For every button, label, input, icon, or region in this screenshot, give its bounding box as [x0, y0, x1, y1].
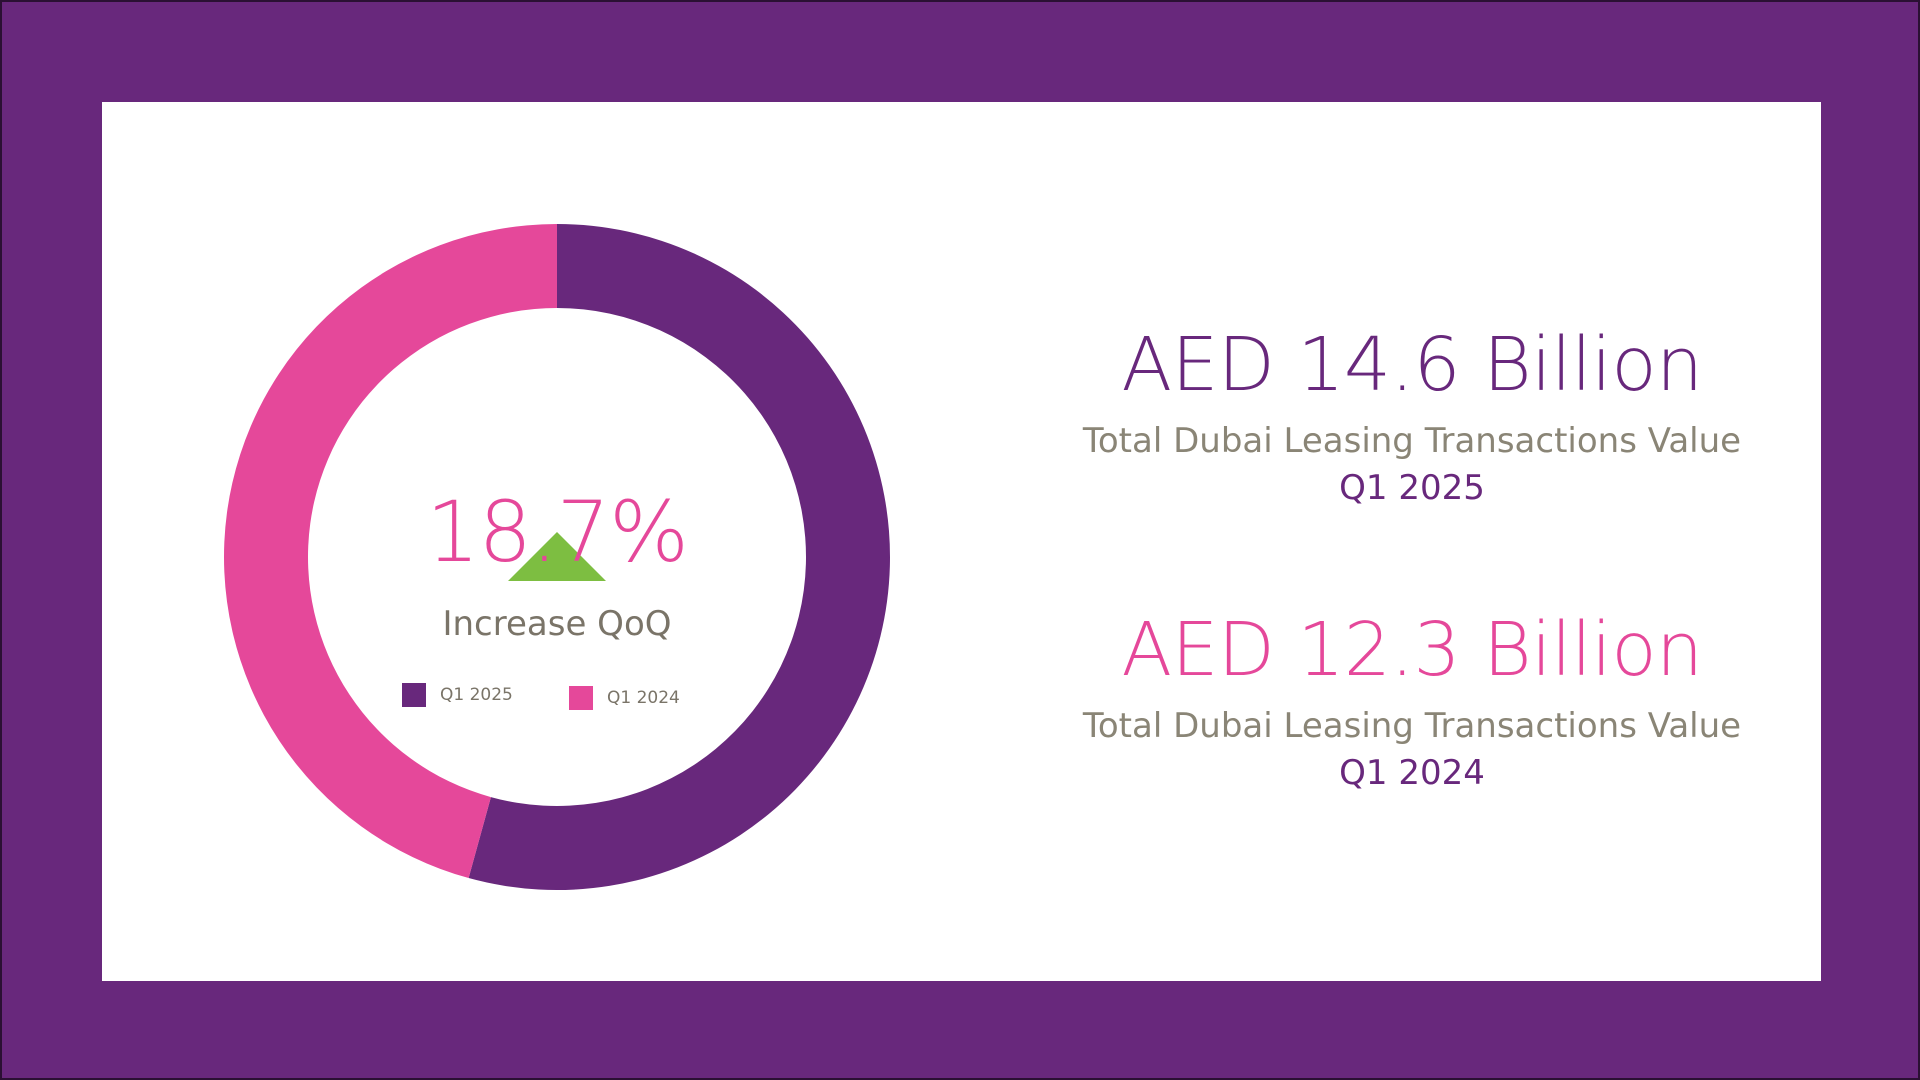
- donut-slice-q1-2024: [223, 224, 557, 879]
- change-percentage: 18.7%: [426, 483, 689, 581]
- triangle-up-icon: [508, 532, 606, 581]
- change-label: Increase QoQ: [442, 604, 672, 644]
- stat-period-q1-2025: Q1 2025: [1339, 468, 1485, 508]
- donut-slice-q1-2025: [468, 224, 890, 890]
- legend-swatch-q1-2025: [402, 683, 426, 707]
- legend-swatch-q1-2024: [569, 686, 593, 710]
- legend-item-q1-2025: Q1 2025: [402, 683, 513, 707]
- legend-label-q1-2025: Q1 2025: [440, 685, 513, 705]
- stat-value-q1-2025: AED 14.6 Billion: [1121, 322, 1703, 408]
- donut-chart: [223, 224, 890, 890]
- stat-period-q1-2024: Q1 2024: [1339, 753, 1485, 793]
- content-card: 18.7% Increase QoQ Q1 2025 Q1 2024 AED 1…: [102, 102, 1821, 981]
- legend-label-q1-2024: Q1 2024: [607, 688, 680, 708]
- stat-description-q1-2025: Total Dubai Leasing Transactions Value: [1082, 421, 1742, 461]
- stat-value-q1-2024: AED 12.3 Billion: [1121, 607, 1703, 693]
- stat-description-q1-2024: Total Dubai Leasing Transactions Value: [1082, 706, 1742, 746]
- legend-item-q1-2024: Q1 2024: [569, 686, 680, 710]
